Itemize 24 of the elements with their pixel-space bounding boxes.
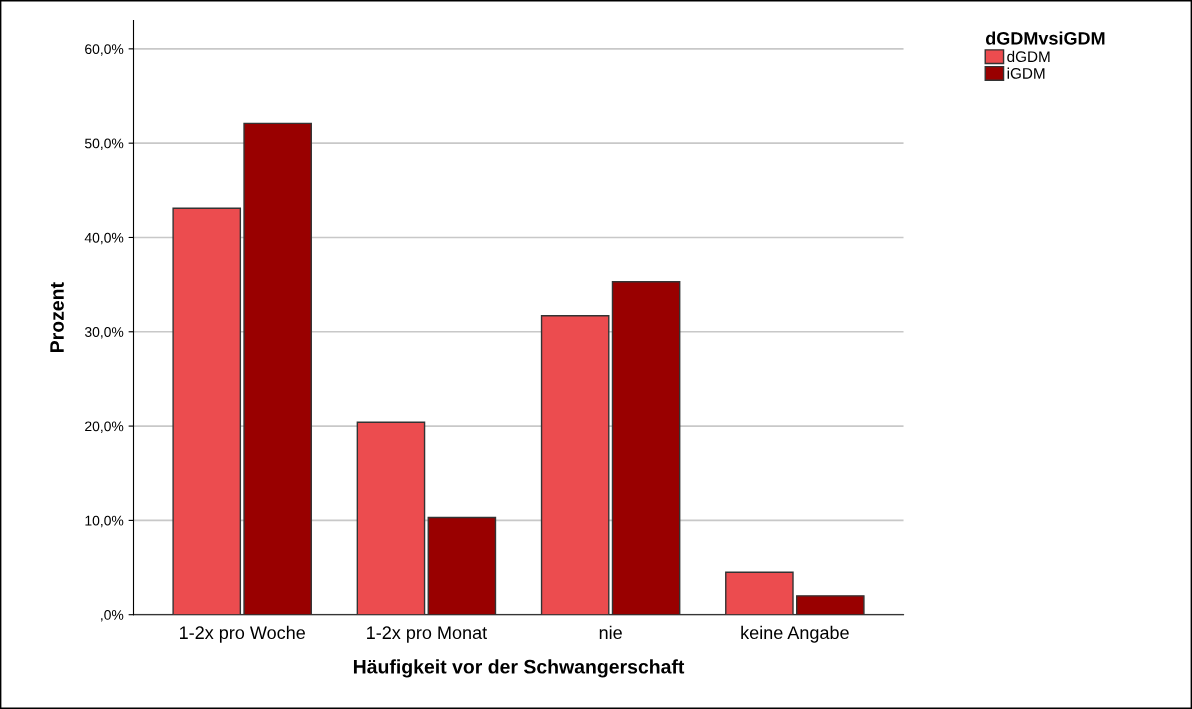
x-axis-title: Häufigkeit vor der Schwangerschaft bbox=[353, 659, 685, 678]
y-tick-label: 40,0% bbox=[84, 232, 124, 245]
bar bbox=[172, 207, 242, 615]
bar bbox=[795, 595, 865, 615]
bar bbox=[725, 571, 794, 615]
bar bbox=[356, 421, 426, 615]
y-tick-label: 60,0% bbox=[85, 44, 124, 56]
x-tick-label: 1-2x pro Woche bbox=[180, 625, 305, 643]
x-tick-label: keine Angabe bbox=[741, 625, 849, 643]
y-axis-title: Prozent bbox=[50, 282, 64, 352]
y-tick-label: 30,0% bbox=[84, 327, 124, 339]
y-tick-label: 50,0% bbox=[84, 138, 124, 150]
bar bbox=[427, 516, 497, 615]
y-tick-label: ,0% bbox=[101, 610, 124, 622]
legend-label: dGDM bbox=[1007, 50, 1050, 63]
bar bbox=[243, 122, 312, 615]
y-tick-label: 10,0% bbox=[85, 515, 124, 528]
x-tick-label: 1-2x pro Monat bbox=[367, 626, 487, 643]
legend-title: dGDMvsiGDM bbox=[985, 31, 1105, 45]
x-tick-label: nie bbox=[599, 625, 622, 640]
legend-label: iGDM bbox=[1007, 67, 1045, 79]
y-tick-label: 20,0% bbox=[85, 421, 124, 433]
bar bbox=[611, 281, 681, 615]
bar bbox=[540, 315, 610, 615]
